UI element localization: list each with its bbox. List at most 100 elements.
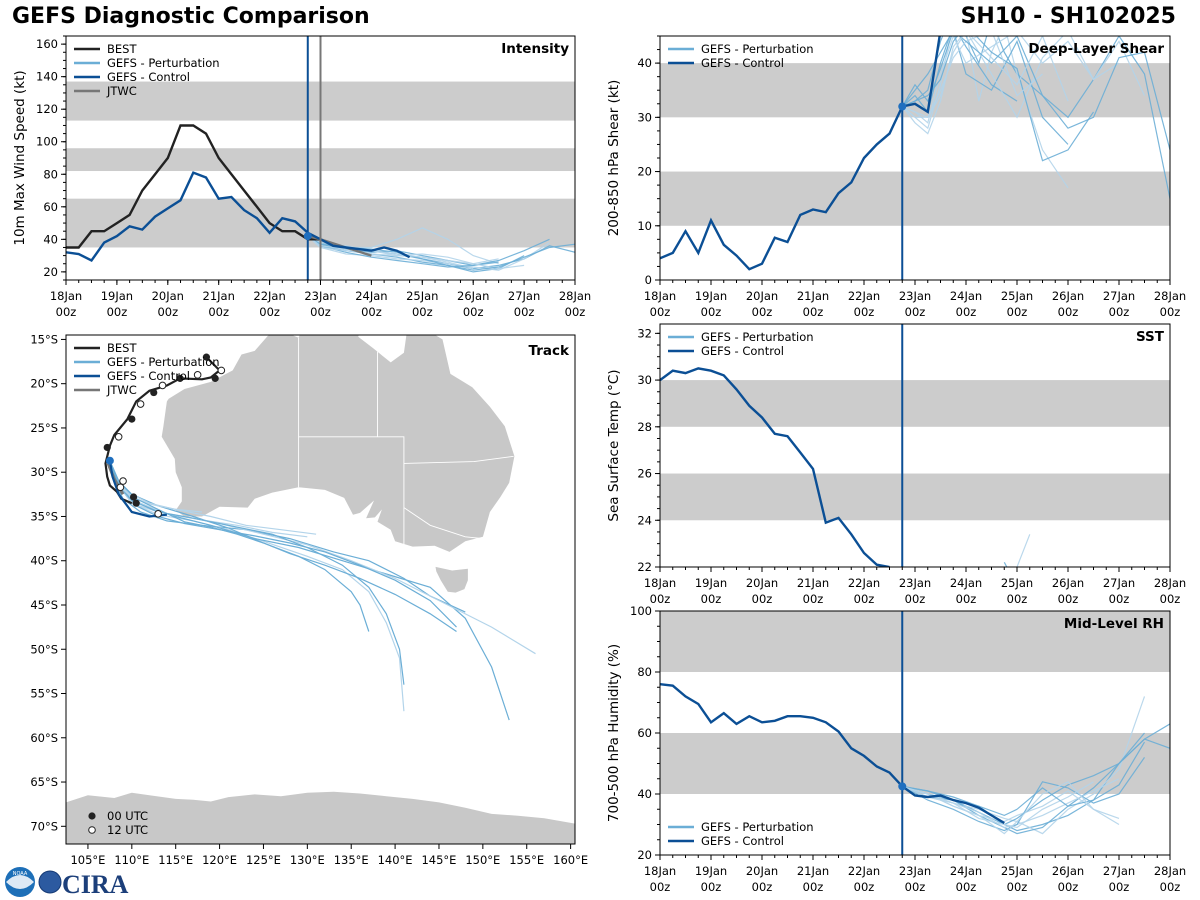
x-tick-label-date: 22Jan: [848, 864, 880, 878]
legend-label: GEFS - Control: [701, 56, 784, 70]
best-00utc-point: [129, 493, 138, 501]
x-tick-label-hour: 00z: [956, 305, 977, 319]
pert-member-line: [901, 36, 1069, 145]
pert-member-line: [307, 235, 550, 271]
best-line: [66, 124, 321, 249]
y-tick-label: 80: [637, 665, 652, 679]
x-tick-label: 150°E: [465, 853, 500, 867]
best-12utc-point: [154, 510, 162, 518]
x-tick-label-hour: 00z: [310, 305, 331, 319]
x-tick-label-date: 21Jan: [797, 576, 829, 590]
x-tick-label-date: 19Jan: [695, 576, 727, 590]
x-tick-label-date: 24Jan: [950, 576, 982, 590]
plot-area: [660, 367, 1170, 567]
x-tick-label-date: 26Jan: [1052, 576, 1084, 590]
best-00utc-point: [128, 415, 136, 423]
x-tick-label-hour: 00z: [259, 305, 280, 319]
x-tick-label-date: 24Jan: [950, 864, 982, 878]
band: [660, 171, 1170, 226]
chart-track: 105°E 110°E 115°E 120°E 125°E 130°E 135°E 140°E…: [30, 332, 588, 867]
x-tick-label-hour: 00z: [412, 305, 433, 319]
sa-border: [298, 436, 405, 546]
control-line: [660, 36, 941, 271]
best-12utc-point: [119, 477, 127, 485]
y-tick-label: 40: [637, 56, 652, 70]
x-tick-label-date: 20Jan: [746, 576, 778, 590]
pert-member-line: [901, 36, 1018, 114]
jtwc-line: [307, 234, 372, 257]
legend-label: GEFS - Control: [107, 70, 190, 84]
y-tick-label: 20: [637, 165, 652, 179]
plot-area: [660, 36, 1170, 271]
cira-globe-icon: [38, 870, 62, 894]
legend-00utc-marker: [88, 812, 96, 820]
x-tick-label-date: 20Jan: [152, 289, 184, 303]
cira-logo-text: CIRA: [62, 870, 129, 899]
x-tick-label-hour: 00z: [361, 305, 382, 319]
x-tick-label-hour: 00z: [650, 305, 671, 319]
y-tick-label: 40°S: [30, 554, 58, 568]
y-axis-label: 10m Max Wind Speed (kt): [12, 70, 28, 245]
y-tick-label: 80: [43, 167, 58, 181]
band: [660, 733, 1170, 794]
x-tick-label-hour: 00z: [905, 305, 926, 319]
x-tick-label-date: 28Jan: [559, 289, 591, 303]
chart-intensity: 20 40 60 80 100 120 140 160 18Jan 00z 19Jan 00z 20Ja…: [12, 35, 591, 319]
legend-label: GEFS - Perturbation: [701, 820, 814, 834]
pert-member-line: [307, 235, 474, 270]
y-tick-label: 55°S: [30, 687, 58, 701]
vic-border: [403, 507, 483, 540]
legend-label: JTWC: [106, 84, 137, 98]
x-tick-label-hour: 00z: [1109, 305, 1130, 319]
noaa-logo-text: NOAA: [13, 871, 28, 877]
pert-member-line: [902, 757, 1145, 832]
axes-frame: [659, 323, 1171, 568]
y-tick-label: 20: [637, 848, 652, 862]
y-tick-label: 32: [637, 326, 652, 340]
x-tick-label-hour: 00z: [463, 305, 484, 319]
y-axis-label: Sea Surface Temp (°C): [606, 369, 622, 521]
y-tick-label: 22: [637, 560, 652, 574]
noaa-logo-bird: [6, 875, 34, 889]
y-tick-label: 20°S: [30, 377, 58, 391]
x-tick-label-date: 23Jan: [899, 864, 931, 878]
y-tick-label: 60: [637, 726, 652, 740]
pert-member-line: [902, 781, 1120, 835]
control-track-line: [108, 460, 168, 518]
x-tick-label-hour: 00z: [1007, 880, 1028, 894]
pert-member-line: [307, 235, 499, 265]
x-tick-label-hour: 00z: [752, 880, 773, 894]
y-tick-label: 28: [637, 420, 652, 434]
x-tick-label-date: 25Jan: [1001, 289, 1033, 303]
antarctica-land: [66, 791, 575, 844]
x-tick-label-date: 20Jan: [746, 289, 778, 303]
legend-label: 00 UTC: [107, 809, 148, 823]
y-tick-label: 35°S: [30, 509, 58, 523]
y-tick-label: 15°S: [30, 332, 58, 346]
x-tick-label-date: 26Jan: [1052, 864, 1084, 878]
y-tick-label: 60°S: [30, 731, 58, 745]
x-tick-label-hour: 00z: [956, 592, 977, 606]
chart-sst: 22 24 26 28 30 32 18Jan 00z 19Jan 00z 20Jan 00z 21Ja…: [606, 323, 1186, 606]
y-tick-label: 45°S: [30, 598, 58, 612]
x-tick-label-date: 20Jan: [746, 864, 778, 878]
best-12utc-point: [136, 400, 145, 408]
legend-label: GEFS - Control: [107, 369, 190, 383]
x-tick-label-hour: 00z: [854, 305, 875, 319]
x-tick-label-hour: 00z: [803, 880, 824, 894]
pert-track-line: [109, 460, 457, 632]
legend-label: GEFS - Control: [701, 344, 784, 358]
x-tick-label-hour: 00z: [803, 592, 824, 606]
y-tick-label: 40: [43, 232, 58, 246]
best-track-line: [104, 356, 222, 505]
control-line: [660, 683, 1005, 825]
x-tick-label-hour: 00z: [1160, 305, 1181, 319]
x-tick-label-hour: 00z: [650, 880, 671, 894]
band: [660, 473, 1170, 521]
legend-12utc-marker: [88, 826, 96, 834]
x-tick-label-date: 23Jan: [899, 289, 931, 303]
x-tick-label: 110°E: [114, 853, 149, 867]
best-12utc-point: [158, 381, 167, 390]
x-tick-label-hour: 00z: [701, 592, 722, 606]
x-tick-label: 140°E: [378, 853, 413, 867]
